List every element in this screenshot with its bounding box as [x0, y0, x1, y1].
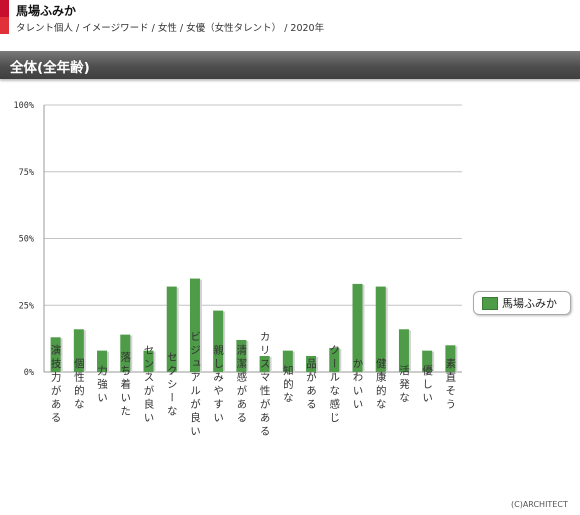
- bar: [236, 339, 247, 372]
- section-title: 全体(全年齢): [10, 60, 90, 76]
- bar: [352, 283, 363, 372]
- x-tick-label: セクシーな: [166, 351, 178, 419]
- y-tick-label: 50%: [19, 235, 34, 245]
- breadcrumb-item[interactable]: イメージワード: [82, 23, 149, 34]
- copyright-text: (C)ARCHITECT: [511, 500, 568, 509]
- bar: [375, 286, 386, 372]
- bar: [259, 355, 270, 372]
- bar: [50, 337, 61, 372]
- section-header: 全体(全年齢): [0, 51, 580, 79]
- breadcrumb-separator: /: [151, 23, 158, 34]
- x-tick-label: 演技力がある: [50, 344, 62, 426]
- legend-swatch: [482, 297, 498, 310]
- x-tick-label: ビジュアルが良い: [189, 331, 201, 439]
- x-tick-label: 落ち着いた: [119, 351, 131, 419]
- breadcrumb: タレント個人 / イメージワード / 女性 / 女優（女性タレント） / 202…: [16, 20, 324, 34]
- x-tick-label: 個性的な: [73, 357, 85, 412]
- y-tick-label: 0%: [24, 368, 34, 378]
- bar: [97, 350, 108, 372]
- bar: [73, 329, 84, 372]
- y-tick-label: 100%: [14, 101, 34, 111]
- x-tick-label: 健康的な: [375, 358, 387, 412]
- chart-legend: 馬場ふみか: [473, 291, 571, 315]
- legend-label: 馬場ふみか: [502, 297, 557, 310]
- x-tick-label: クールな感じ: [328, 345, 340, 426]
- y-tick-label: 75%: [19, 168, 34, 178]
- breadcrumb-item[interactable]: 女優（女性タレント）: [186, 23, 282, 34]
- bar: [143, 350, 154, 372]
- bar: [189, 278, 200, 372]
- breadcrumb-item[interactable]: 女性: [157, 23, 177, 34]
- bar: [329, 347, 340, 372]
- bar: [120, 334, 131, 372]
- x-tick-label: 素直そう: [444, 357, 456, 412]
- x-tick-label: 優しい: [421, 364, 433, 405]
- x-tick-label: センスが良い: [143, 345, 155, 426]
- x-tick-label: 活発な: [398, 365, 410, 406]
- x-tick-label: かわいい: [352, 358, 364, 412]
- bar-chart: 0% 25% 50% 75% 100% 演技力がある 個性的な 力強い 落ち着いた センスが良いセ…: [14, 101, 462, 439]
- x-tick-label: 親しみやすい: [212, 344, 224, 426]
- x-tick-label: カリスマ性がある: [259, 331, 271, 439]
- bar: [166, 286, 177, 372]
- breadcrumb-item[interactable]: タレント個人: [16, 23, 74, 34]
- bar: [422, 350, 433, 372]
- header-accent-bar: [0, 0, 9, 34]
- bar: [282, 350, 293, 372]
- bar: [306, 355, 317, 372]
- bar: [398, 329, 409, 372]
- breadcrumb-item[interactable]: 2020年: [290, 23, 325, 34]
- x-tick-label: 知的な: [282, 364, 294, 405]
- bar: [213, 310, 224, 372]
- talent-name: 馬場ふみか: [16, 4, 77, 18]
- breadcrumb-separator: /: [179, 23, 187, 34]
- bar: [445, 345, 456, 372]
- breadcrumb-separator: /: [284, 23, 291, 34]
- x-tick-label: 品がある: [305, 358, 317, 412]
- x-tick-label: 清潔感がある: [235, 344, 247, 426]
- page-header: 馬場ふみか タレント個人 / イメージワード / 女性 / 女優（女性タレント）…: [0, 0, 580, 36]
- y-tick-label: 25%: [19, 301, 34, 311]
- breadcrumb-separator: /: [76, 23, 83, 34]
- x-tick-label: 力強い: [96, 364, 108, 405]
